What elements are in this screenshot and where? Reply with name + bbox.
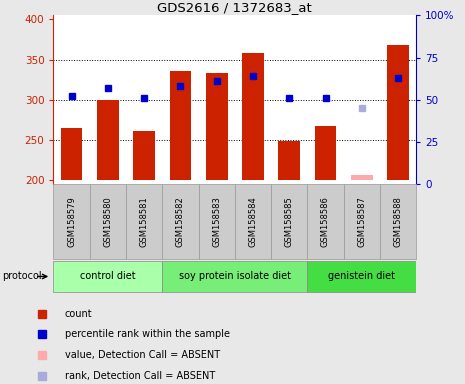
- Text: genistein diet: genistein diet: [328, 271, 395, 281]
- Bar: [199, 184, 235, 259]
- Text: GSM158581: GSM158581: [140, 196, 149, 247]
- Bar: [206, 73, 227, 180]
- Text: GSM158588: GSM158588: [393, 196, 403, 247]
- Text: GSM158584: GSM158584: [248, 196, 258, 247]
- Text: count: count: [65, 309, 93, 319]
- Text: GSM158583: GSM158583: [212, 196, 221, 247]
- Bar: [53, 184, 90, 259]
- Bar: [242, 53, 264, 180]
- Text: GSM158580: GSM158580: [103, 196, 113, 247]
- Bar: [61, 128, 82, 180]
- Text: GSM158582: GSM158582: [176, 196, 185, 247]
- Bar: [279, 141, 300, 180]
- Bar: [307, 184, 344, 259]
- Text: GSM158587: GSM158587: [357, 196, 366, 247]
- Bar: [97, 100, 119, 180]
- Bar: [315, 126, 336, 180]
- Bar: [271, 184, 307, 259]
- Text: soy protein isolate diet: soy protein isolate diet: [179, 271, 291, 281]
- Bar: [133, 131, 155, 180]
- Bar: [344, 184, 380, 259]
- Text: GSM158585: GSM158585: [285, 196, 294, 247]
- Bar: [90, 184, 126, 259]
- Bar: [162, 184, 199, 259]
- Bar: [53, 261, 162, 292]
- Text: control diet: control diet: [80, 271, 136, 281]
- Bar: [307, 261, 416, 292]
- Bar: [387, 45, 409, 180]
- Title: GDS2616 / 1372683_at: GDS2616 / 1372683_at: [158, 1, 312, 14]
- Text: protocol: protocol: [2, 271, 42, 281]
- Bar: [235, 184, 271, 259]
- Bar: [380, 184, 416, 259]
- Text: GSM158579: GSM158579: [67, 196, 76, 247]
- Bar: [126, 184, 162, 259]
- Text: rank, Detection Call = ABSENT: rank, Detection Call = ABSENT: [65, 371, 215, 381]
- Text: value, Detection Call = ABSENT: value, Detection Call = ABSENT: [65, 350, 220, 360]
- Text: percentile rank within the sample: percentile rank within the sample: [65, 329, 230, 339]
- Bar: [351, 175, 372, 180]
- Bar: [162, 261, 307, 292]
- Text: GSM158586: GSM158586: [321, 196, 330, 247]
- Bar: [170, 71, 191, 180]
